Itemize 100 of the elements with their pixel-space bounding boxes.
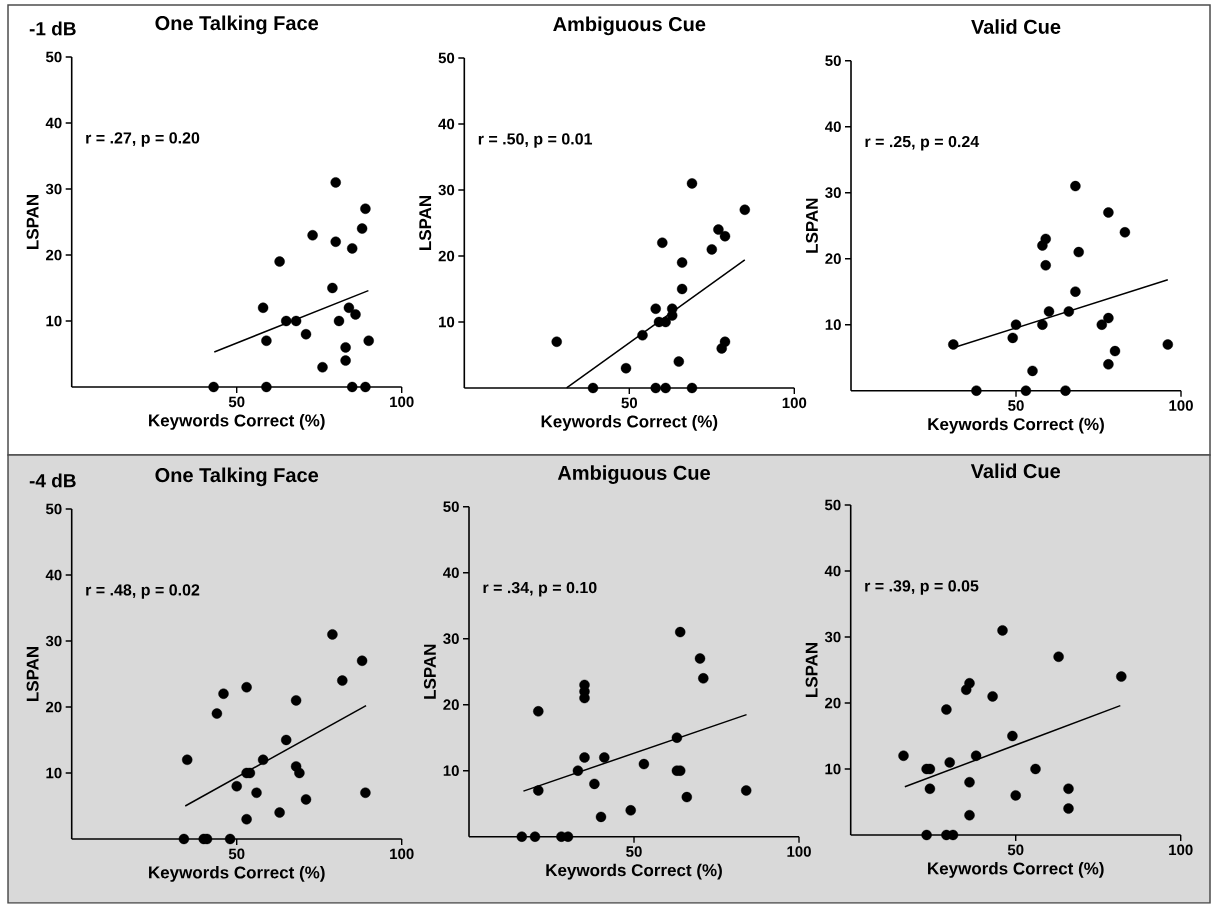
y-tick-label: 50 bbox=[45, 503, 62, 515]
y-tick-label: 20 bbox=[825, 253, 841, 265]
point bbox=[1007, 730, 1018, 742]
point bbox=[713, 224, 724, 235]
point bbox=[599, 752, 610, 763]
point bbox=[281, 734, 292, 746]
annotation: r = .50, p = 0.01 bbox=[478, 133, 593, 148]
y-tick-label: 50 bbox=[438, 52, 455, 64]
y-tick-label: 10 bbox=[46, 767, 62, 779]
y-tick-label: 20 bbox=[438, 250, 455, 262]
point bbox=[964, 777, 975, 788]
point bbox=[1053, 651, 1064, 663]
point bbox=[694, 653, 706, 664]
point bbox=[620, 363, 632, 374]
point bbox=[231, 781, 242, 792]
y-tick-label: 30 bbox=[45, 183, 62, 195]
y-tick-label: 40 bbox=[45, 117, 62, 129]
point bbox=[1060, 385, 1071, 397]
point bbox=[1037, 240, 1048, 251]
point bbox=[948, 339, 959, 350]
x-axis-title: Keywords Correct (%) bbox=[928, 862, 1104, 878]
point bbox=[595, 811, 607, 823]
point bbox=[290, 695, 302, 706]
point bbox=[579, 752, 590, 763]
point bbox=[327, 282, 338, 294]
point bbox=[330, 177, 341, 188]
point bbox=[1063, 783, 1074, 795]
point bbox=[660, 382, 671, 394]
x-tick-label: 100 bbox=[390, 848, 414, 860]
point bbox=[1040, 260, 1051, 271]
y-tick-label: 10 bbox=[825, 763, 841, 775]
point bbox=[1010, 790, 1021, 801]
y-tick-label: 40 bbox=[438, 118, 455, 130]
point bbox=[363, 335, 374, 347]
point bbox=[964, 810, 975, 821]
point bbox=[1103, 359, 1114, 370]
point bbox=[961, 684, 972, 696]
point bbox=[650, 382, 661, 394]
point bbox=[340, 342, 351, 353]
point bbox=[971, 385, 982, 397]
chart-title: Ambiguous Cue bbox=[557, 465, 710, 485]
y-tick-label: 30 bbox=[438, 184, 455, 196]
point bbox=[970, 750, 982, 762]
point bbox=[281, 315, 292, 327]
point bbox=[1103, 313, 1114, 324]
annotation: r = .25, p = 0.24 bbox=[865, 136, 980, 151]
point bbox=[944, 757, 955, 768]
y-tick-label: 20 bbox=[46, 701, 62, 713]
point bbox=[208, 381, 219, 393]
x-tick-label: 100 bbox=[390, 396, 414, 408]
point bbox=[330, 236, 341, 248]
point bbox=[1027, 365, 1038, 377]
y-tick-label: 20 bbox=[825, 697, 841, 709]
x-tick-label: 50 bbox=[1008, 400, 1024, 411]
y-tick-label: 50 bbox=[825, 55, 841, 67]
point bbox=[294, 767, 305, 779]
point bbox=[698, 673, 709, 684]
chart-title: Valid Cue bbox=[970, 463, 1061, 479]
chart-title: Valid Cue bbox=[971, 19, 1061, 34]
point bbox=[218, 688, 229, 700]
y-tick-label: 10 bbox=[439, 316, 455, 328]
point bbox=[997, 625, 1008, 636]
point bbox=[356, 223, 368, 234]
point bbox=[589, 778, 600, 790]
x-tick-label: 50 bbox=[626, 846, 642, 857]
point bbox=[924, 783, 936, 795]
annotation: r = .48, p = 0.02 bbox=[86, 584, 200, 599]
y-axis-title: LSPAN bbox=[423, 644, 436, 699]
point bbox=[274, 807, 285, 818]
point bbox=[340, 355, 351, 366]
y-axis-title: LSPAN bbox=[26, 647, 39, 702]
point bbox=[1116, 671, 1127, 682]
y-axis-title: LSPAN bbox=[26, 195, 39, 250]
point bbox=[587, 382, 599, 394]
x-tick-label: 100 bbox=[1169, 400, 1193, 411]
x-axis-title: Keywords Correct (%) bbox=[928, 417, 1104, 434]
y-tick-label: 40 bbox=[45, 569, 62, 581]
point bbox=[638, 759, 650, 770]
point bbox=[350, 309, 361, 320]
point bbox=[898, 750, 909, 762]
point bbox=[1103, 207, 1114, 218]
y-tick-label: 40 bbox=[824, 565, 841, 577]
x-axis-title: Keywords Correct (%) bbox=[541, 415, 718, 431]
point bbox=[1007, 332, 1018, 344]
point bbox=[1043, 306, 1055, 317]
point bbox=[1063, 306, 1075, 317]
point bbox=[686, 178, 698, 189]
x-tick-label: 100 bbox=[1169, 844, 1193, 856]
x-tick-label: 50 bbox=[621, 397, 638, 409]
point bbox=[327, 629, 338, 640]
x-tick-label: 100 bbox=[787, 846, 811, 857]
point bbox=[347, 243, 358, 254]
y-tick-label: 30 bbox=[824, 631, 841, 643]
point bbox=[533, 785, 544, 796]
point bbox=[676, 257, 688, 268]
point bbox=[1020, 385, 1032, 397]
chart-title: Ambiguous Cue bbox=[553, 16, 706, 36]
point bbox=[290, 315, 302, 327]
y-axis-title: LSPAN bbox=[419, 196, 432, 251]
y-tick-label: 10 bbox=[443, 765, 459, 777]
